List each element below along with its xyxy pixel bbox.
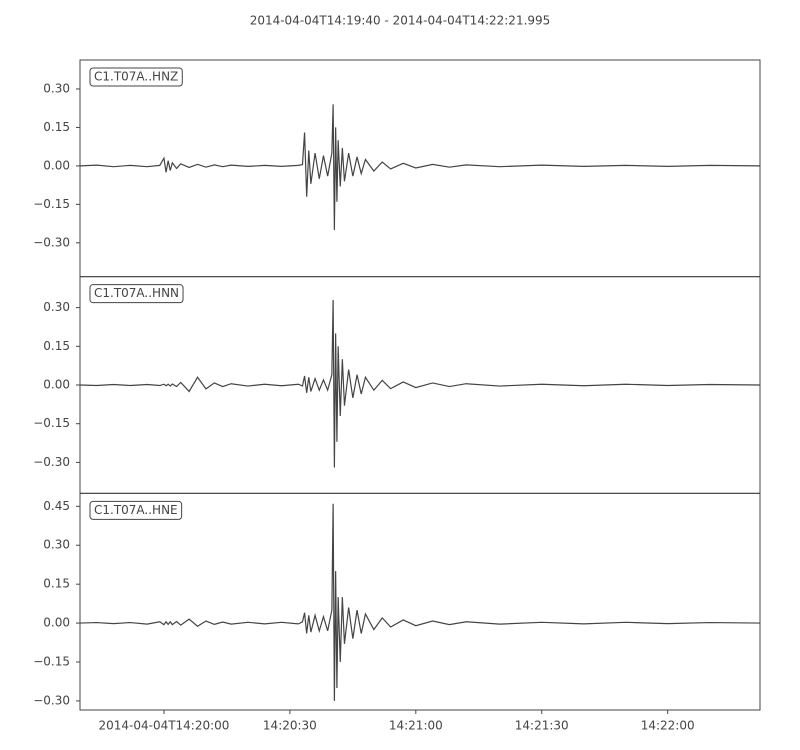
waveform	[80, 299, 760, 468]
y-tick-label: −0.15	[33, 655, 70, 669]
y-tick-label: 0.00	[43, 616, 70, 630]
y-tick-label: −0.30	[33, 455, 70, 469]
y-tick-label: −0.15	[33, 197, 70, 211]
trace-label-box	[89, 67, 183, 87]
trace-label-box	[89, 500, 183, 520]
x-tick-label: 2014-04-04T14:20:00	[98, 719, 229, 733]
y-tick-label: 0.15	[43, 120, 70, 134]
x-tick-label: 14:21:00	[389, 719, 443, 733]
x-tick-label: 14:22:00	[641, 719, 695, 733]
y-tick-label: 0.00	[43, 378, 70, 392]
panel-frame	[79, 492, 761, 711]
y-tick-label: 0.45	[43, 499, 70, 513]
y-tick-label: 0.30	[43, 81, 70, 95]
x-tick-label: 14:20:30	[263, 719, 317, 733]
trace-label: C1.T07A..HNN	[94, 286, 179, 300]
y-tick-label: 0.30	[43, 300, 70, 314]
trace-label-box	[89, 284, 184, 304]
waveform	[80, 503, 760, 701]
chart-title: 2014-04-04T14:19:40 - 2014-04-04T14:22:2…	[250, 14, 551, 28]
waveform	[80, 104, 760, 231]
y-tick-label: 0.30	[43, 538, 70, 552]
y-tick-label: −0.30	[33, 235, 70, 249]
y-tick-label: −0.30	[33, 693, 70, 707]
y-tick-label: 0.00	[43, 158, 70, 172]
y-tick-label: 0.15	[43, 339, 70, 353]
trace-label: C1.T07A..HNZ	[94, 70, 178, 84]
y-tick-label: −0.15	[33, 416, 70, 430]
trace-label: C1.T07A..HNE	[94, 503, 178, 517]
x-tick-label: 14:21:30	[515, 719, 569, 733]
y-tick-label: 0.15	[43, 577, 70, 591]
